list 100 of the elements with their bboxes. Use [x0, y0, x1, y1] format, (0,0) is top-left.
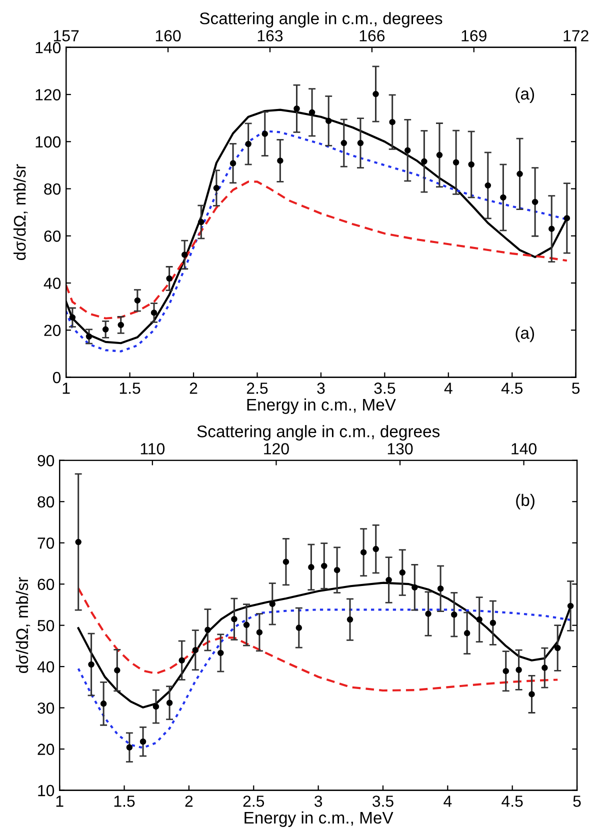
point [425, 610, 432, 617]
y-tick-label: 20 [44, 324, 61, 336]
point [204, 626, 211, 633]
x2-tick-label: 130 [388, 443, 413, 454]
annotation: (b) [516, 494, 534, 510]
x2-tick-label: 140 [512, 443, 536, 454]
point [243, 622, 250, 628]
x-tick-label: 4 [444, 796, 452, 807]
point [325, 118, 332, 124]
y-tick-label: 80 [38, 496, 54, 508]
point [134, 297, 141, 304]
point [437, 586, 444, 592]
y-tick-label: 100 [36, 136, 61, 148]
x-tick-label: 2.5 [243, 796, 264, 807]
point [308, 564, 314, 570]
point [564, 215, 570, 222]
x-tick-label: 4.5 [502, 796, 523, 807]
x2-tick-label: 110 [140, 443, 165, 454]
point [490, 620, 496, 626]
y-axis-title: dσ/dΩ, mb/sr [13, 164, 28, 260]
point [230, 160, 236, 166]
point [372, 546, 379, 552]
point [421, 158, 428, 165]
point [412, 584, 418, 591]
point [75, 538, 82, 546]
point [118, 322, 124, 328]
point [554, 644, 561, 652]
x-axis-title: Energy in c.m., MeV [244, 811, 394, 827]
x-tick-label: 1.5 [114, 796, 135, 807]
point [102, 326, 109, 333]
point [100, 700, 107, 707]
y-tick-label: 140 [36, 42, 61, 54]
point [528, 691, 535, 698]
y-tick-label: 40 [37, 661, 54, 673]
point [334, 566, 340, 574]
y-tick-label: 50 [38, 620, 54, 632]
point [114, 667, 120, 674]
annotation: (a) [516, 326, 534, 342]
line-series [66, 180, 568, 320]
point [192, 646, 199, 654]
point [346, 616, 354, 623]
point [516, 666, 522, 673]
x-tick-label: 1 [56, 796, 64, 807]
point [357, 140, 364, 146]
point [321, 562, 328, 570]
y-tick-label: 20 [38, 744, 54, 755]
point [198, 218, 204, 226]
point [360, 549, 367, 556]
y-tick-label: 10 [38, 784, 54, 796]
point [69, 314, 76, 321]
x-tick-label: 3.5 [372, 796, 394, 807]
point [88, 661, 94, 668]
point [282, 558, 290, 565]
point [308, 109, 316, 116]
x-tick-label: 5 [573, 796, 581, 807]
point [166, 700, 173, 706]
x-tick-label: 4.5 [501, 382, 523, 394]
point [464, 630, 470, 636]
x2-axis-title: Scattering angle in c.m., degrees [200, 12, 442, 28]
x-tick-label: 1.5 [120, 382, 140, 394]
point [399, 569, 406, 576]
point [269, 600, 276, 608]
point [567, 602, 574, 610]
x-tick-label: 3 [317, 382, 325, 394]
x2-tick-label: 120 [264, 443, 289, 454]
point [542, 664, 548, 671]
y-tick-label: 0 [52, 372, 61, 384]
point [231, 616, 238, 622]
annotation: (a) [516, 87, 534, 103]
point [404, 147, 411, 154]
x2-axis-title: Scattering angle in c.m., degrees [197, 425, 440, 441]
x2-tick-label: 160 [156, 30, 181, 42]
y-tick-label: 80 [44, 183, 61, 195]
point [451, 611, 458, 618]
point [150, 310, 158, 316]
x2-tick-label: 172 [564, 30, 588, 42]
y-tick-label: 40 [44, 278, 61, 289]
y-tick-label: 90 [38, 455, 54, 466]
point [516, 170, 523, 178]
line-series [77, 608, 572, 749]
point [178, 657, 185, 664]
point [181, 252, 188, 258]
x-tick-label: 4 [444, 382, 452, 394]
y-tick-label: 70 [38, 537, 54, 549]
point [484, 182, 492, 189]
y-axis-title: dσ/dΩ, mb/sr [16, 577, 30, 674]
point [140, 738, 146, 745]
x-tick-label: 2.5 [246, 382, 268, 394]
point [502, 668, 509, 674]
point [152, 703, 160, 710]
point [389, 118, 396, 126]
x2-tick-label: 163 [258, 30, 283, 42]
y-tick-label: 60 [44, 230, 61, 242]
point [340, 140, 348, 146]
x-tick-label: 1 [62, 382, 70, 394]
point [500, 194, 506, 201]
point [277, 158, 284, 164]
point [213, 184, 220, 192]
x2-tick-label: 166 [360, 30, 385, 42]
y-tick-label: 120 [36, 89, 61, 100]
